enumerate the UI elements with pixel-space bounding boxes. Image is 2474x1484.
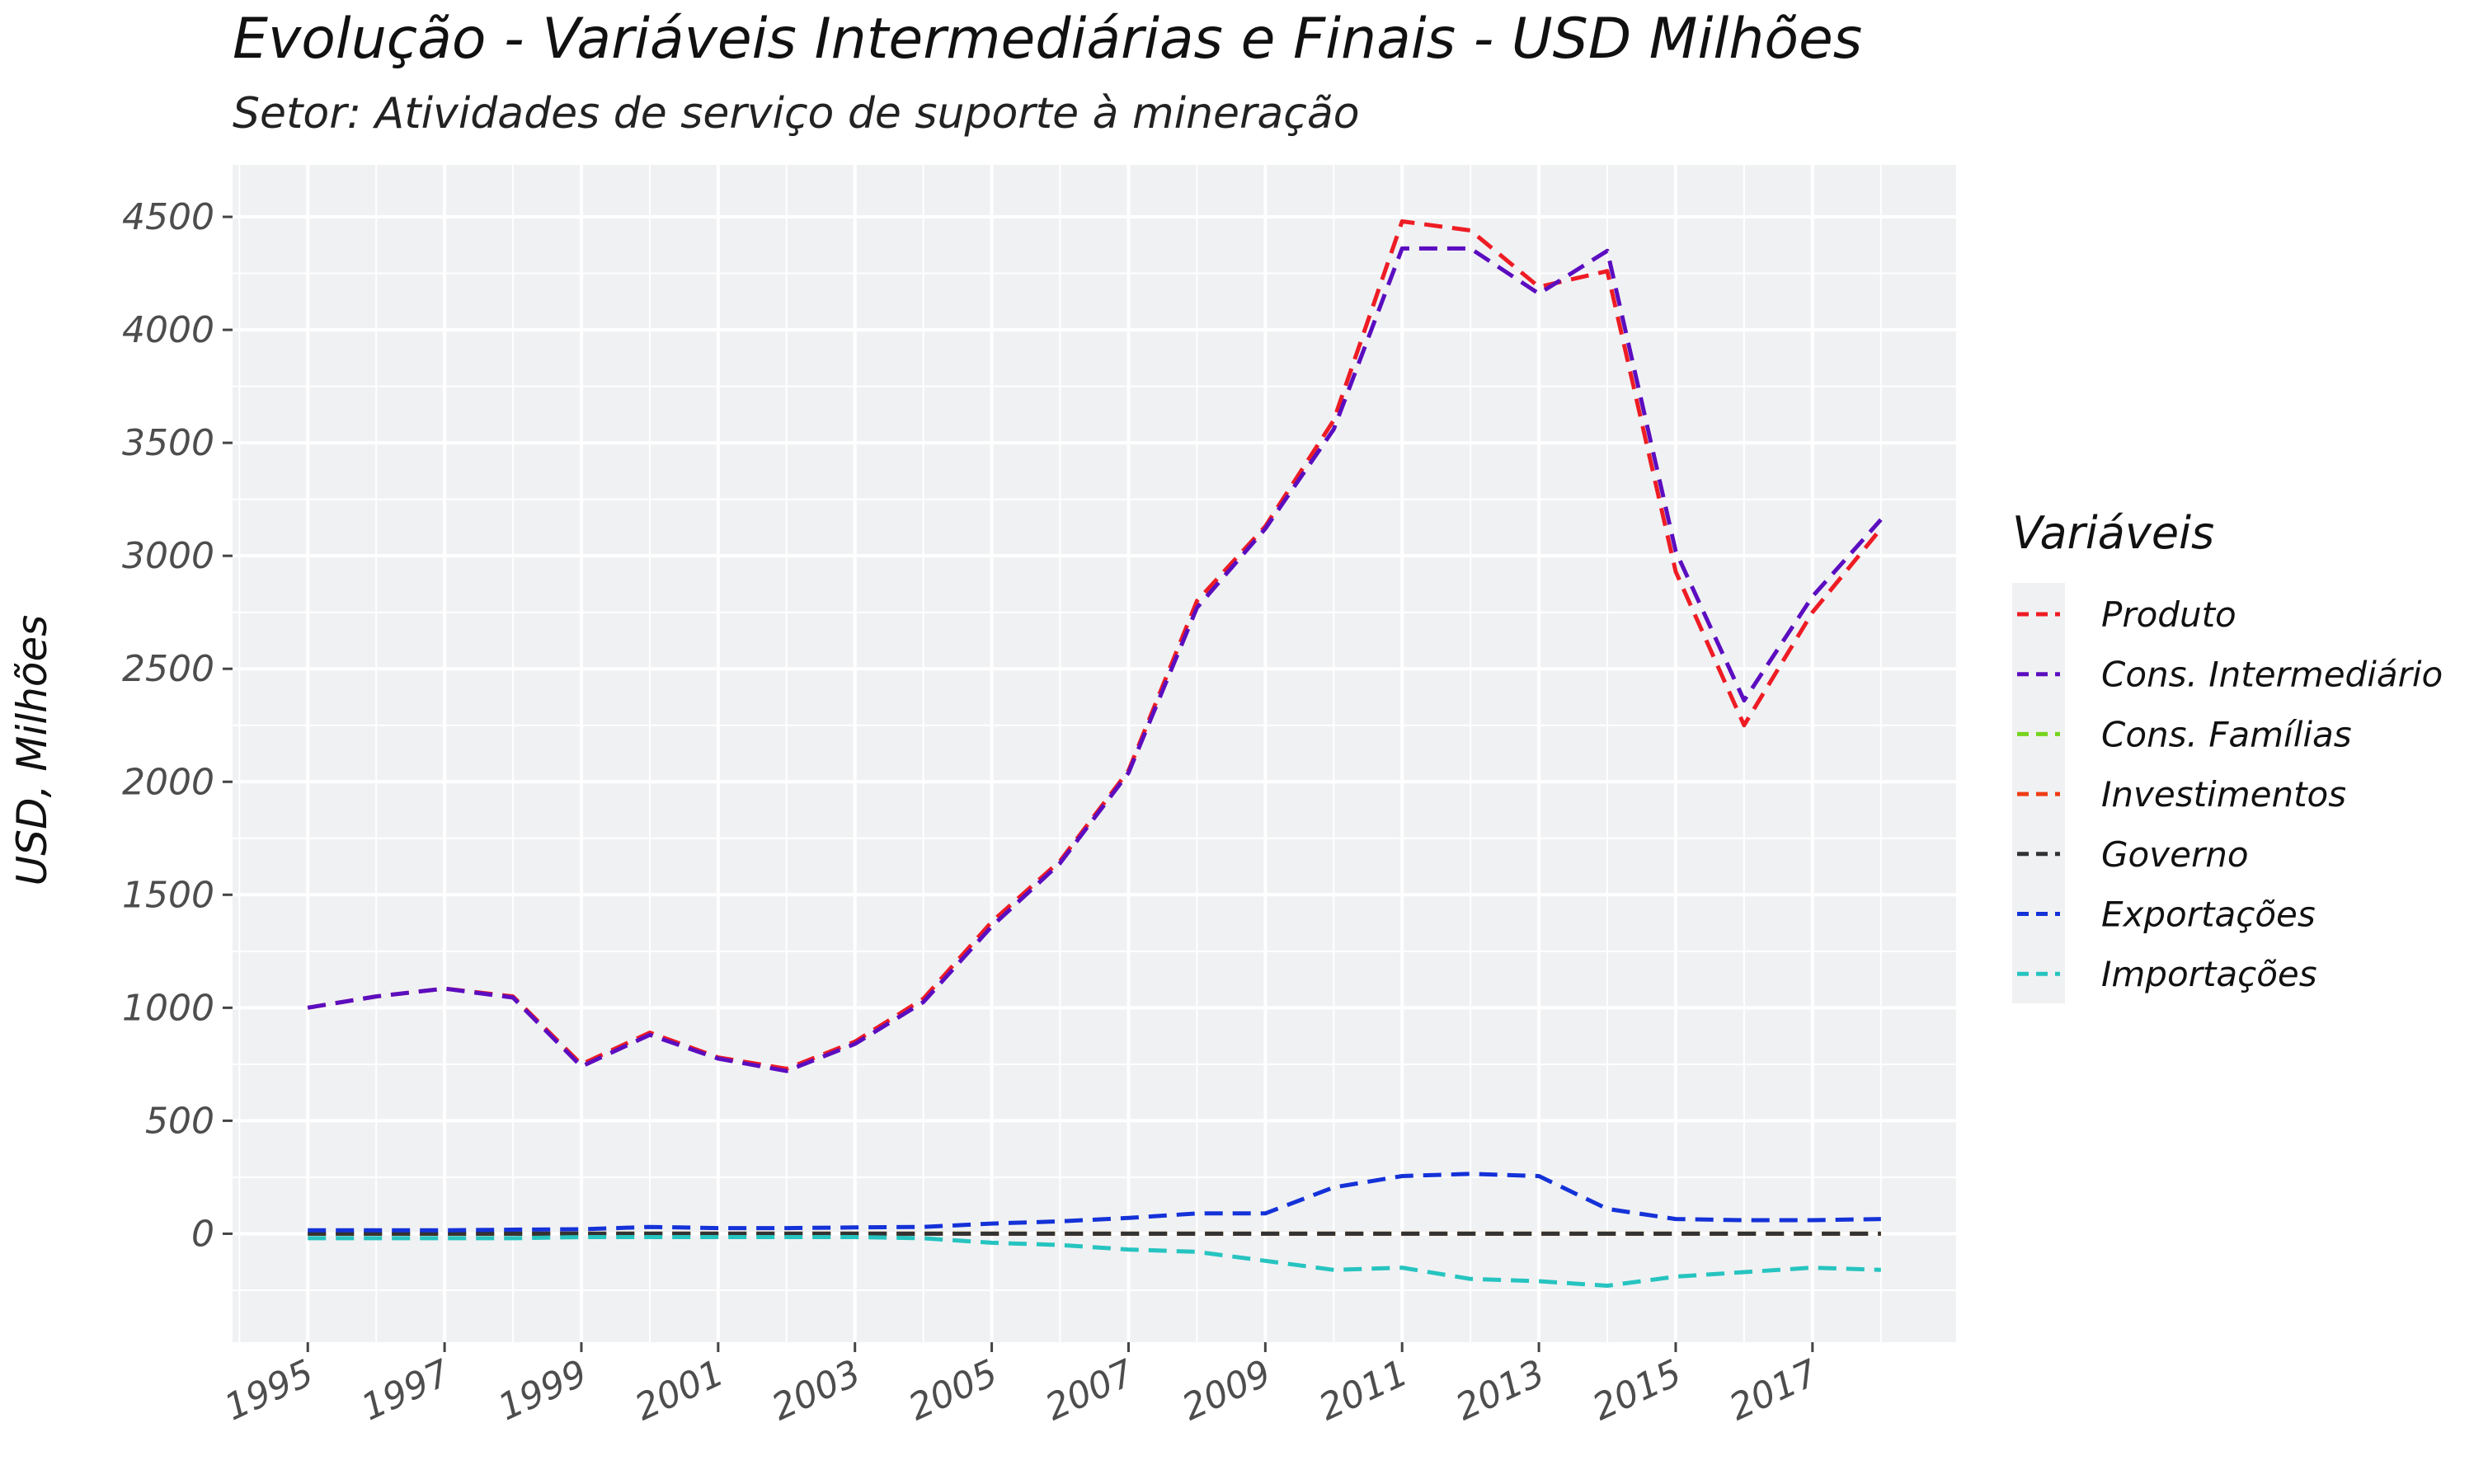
major-gridlines [233,165,1956,1342]
y-tick-label: 0 [191,1213,214,1255]
x-tick-label: 2017 [1723,1352,1824,1430]
x-tick-label: 2009 [1176,1352,1277,1430]
x-tick-label: 1995 [219,1352,320,1430]
legend: Produto Cons. Intermediário Cons. Famílias… [2017,594,2443,994]
legend-label-investimentos: Investimentos [2101,774,2346,815]
chart-title: Evolução - Variáveis Intermediárias e Fi… [233,7,1863,72]
x-tick-label: 1999 [492,1352,594,1430]
chart-subtitle: Setor: Atividades de serviço de suporte … [233,89,1360,139]
series-line-importacoes [308,1235,1881,1288]
y-tick-label: 2000 [122,761,214,803]
legend-title: Variáveis [2012,507,2214,559]
y-tick-label: 3000 [122,535,214,577]
y-tick-label: 2500 [122,648,214,690]
legend-label-exportacoes: Exportações [2101,895,2316,935]
y-tick-label: 3500 [122,422,214,464]
legend-label-produto: Produto [2101,594,2236,635]
axis-ticks [223,215,1814,1352]
legend-label-cons-familias: Cons. Famílias [2101,714,2352,754]
x-tick-label: 2001 [628,1352,730,1430]
plot-panel [233,165,1956,1342]
x-tick-label: 2013 [1450,1352,1551,1430]
y-tick-label: 500 [145,1100,214,1142]
y-tick-label: 4500 [122,196,214,238]
series-line-cons-intermediario [307,246,1883,1073]
legend-label-cons-intermediario: Cons. Intermediário [2101,655,2443,695]
y-tick-label: 1000 [122,987,214,1029]
y-tick-label: 4000 [122,309,214,351]
y-tick-label: 1500 [122,874,214,916]
series-lines [307,219,1883,1288]
legend-label-importacoes: Importações [2101,954,2317,994]
x-tick-labels: 1995 1997 1999 2001 2003 2005 2007 2009 2011 2013… [219,1352,1825,1430]
minor-gridlines [233,165,1956,1342]
x-tick-label: 2005 [902,1352,1004,1430]
y-axis-title: USD, Milhões [8,615,56,886]
legend-label-governo: Governo [2101,834,2249,875]
x-tick-label: 2015 [1587,1352,1688,1430]
series-line-exportacoes [308,1172,1881,1233]
y-tick-labels: 0 500 1000 1500 2000 2500 3000 3500 4000 4500 [122,196,214,1255]
x-tick-label: 2011 [1313,1352,1414,1430]
x-tick-label: 2003 [765,1352,867,1430]
x-tick-label: 2007 [1039,1352,1141,1430]
x-tick-label: 1997 [355,1352,457,1430]
